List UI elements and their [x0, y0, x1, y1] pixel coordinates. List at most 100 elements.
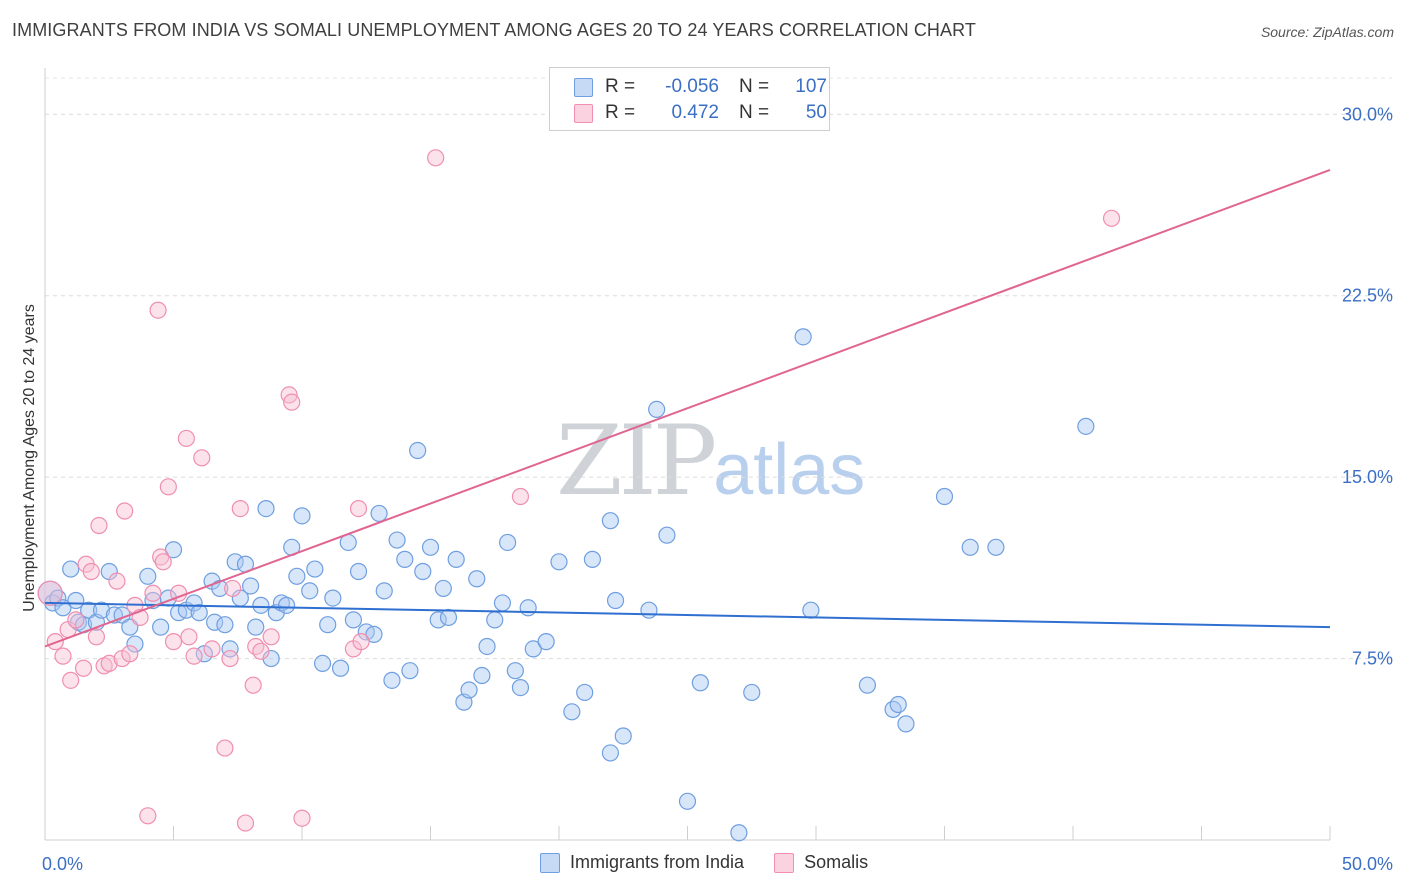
- point-india-77: [506, 662, 524, 680]
- point-india-27: [206, 613, 224, 631]
- point-india-60: [396, 550, 414, 568]
- point-somali-48: [511, 487, 530, 506]
- point-india-63: [414, 562, 432, 581]
- point-india-66: [434, 579, 452, 598]
- series-swatch-somali: [774, 852, 795, 873]
- point-somali-16: [121, 645, 139, 663]
- x-tick-label-0: 0.0%: [42, 854, 83, 874]
- series-legend: Immigrants from India Somalis: [540, 852, 898, 873]
- legend-n-label-2: N =: [739, 102, 770, 123]
- point-somali-2: [54, 647, 72, 665]
- point-india-84: [576, 683, 594, 702]
- series-legend-india[interactable]: Immigrants from India: [540, 852, 744, 873]
- point-india-94: [691, 674, 709, 692]
- point-india-97: [794, 328, 812, 346]
- y-tick-label-0: 7.5%: [1352, 649, 1393, 669]
- point-india-37: [257, 499, 275, 518]
- point-somali-31: [203, 640, 221, 658]
- point-somali-0: [37, 580, 63, 606]
- point-india-59: [388, 531, 406, 549]
- point-somali-12: [100, 654, 118, 673]
- x-tick-label-1: 50.0%: [1342, 854, 1393, 874]
- point-india-68: [447, 550, 465, 568]
- point-india-93: [678, 792, 697, 810]
- watermark-atlas: atlas: [713, 430, 866, 510]
- point-india-61: [401, 662, 419, 680]
- series-legend-somali[interactable]: Somalis: [774, 852, 868, 873]
- point-india-20: [164, 541, 183, 559]
- point-india-46: [306, 560, 324, 578]
- point-india-36: [252, 596, 270, 614]
- point-india-96: [743, 683, 761, 702]
- point-india-88: [606, 591, 625, 610]
- point-india-101: [889, 695, 907, 714]
- point-india-70: [460, 681, 478, 699]
- point-india-8: [80, 601, 98, 619]
- watermark: ZIPatlas: [556, 405, 865, 517]
- point-india-56: [370, 504, 388, 523]
- point-india-24: [190, 604, 208, 622]
- point-somali-24: [159, 478, 177, 496]
- point-india-92: [658, 526, 676, 544]
- point-india-65: [429, 611, 447, 629]
- point-india-90: [640, 601, 658, 619]
- point-india-75: [493, 594, 512, 612]
- legend-n-label: N =: [739, 76, 770, 97]
- legend-row-india: R = -0.056 N = 107: [574, 75, 827, 99]
- point-india-64: [421, 538, 440, 556]
- point-india-98: [802, 601, 820, 619]
- point-somali-35: [231, 499, 249, 518]
- point-somali-6: [74, 659, 93, 677]
- point-india-83: [563, 703, 581, 721]
- point-india-100: [884, 700, 902, 718]
- point-somali-19: [139, 807, 157, 825]
- point-somali-36: [236, 814, 255, 832]
- point-india-91: [648, 400, 666, 419]
- y-tick-label-1: 15.0%: [1342, 467, 1393, 487]
- point-india-86: [601, 512, 620, 530]
- source-label: Source: ZipAtlas.com: [1260, 24, 1394, 40]
- point-india-105: [987, 538, 1005, 556]
- legend-row-somali: R = 0.472 N = 50: [574, 101, 827, 125]
- point-india-49: [324, 589, 342, 607]
- point-india-4: [62, 560, 80, 578]
- point-india-45: [301, 582, 319, 600]
- legend-r-label: R =: [605, 76, 636, 97]
- point-india-57: [375, 582, 393, 600]
- point-somali-27: [177, 429, 195, 448]
- point-india-52: [344, 611, 362, 629]
- point-somali-49: [1102, 209, 1121, 227]
- point-india-48: [319, 616, 337, 634]
- point-india-62: [409, 441, 427, 460]
- point-somali-13: [108, 572, 126, 590]
- legend-n-value-somali: 50: [805, 102, 827, 123]
- point-india-18: [152, 618, 170, 636]
- point-somali-29: [185, 647, 203, 665]
- point-india-87: [601, 744, 620, 762]
- point-india-53: [349, 562, 368, 581]
- point-india-73: [478, 637, 496, 656]
- point-somali-33: [221, 649, 239, 668]
- trendline-somali: [44, 168, 1331, 648]
- point-somali-25: [164, 633, 183, 651]
- point-somali-8: [82, 562, 100, 581]
- point-india-10: [92, 601, 111, 619]
- point-india-74: [486, 611, 504, 629]
- point-somali-10: [90, 516, 108, 535]
- point-india-15: [126, 635, 144, 653]
- point-india-41: [277, 596, 296, 614]
- point-india-23: [185, 594, 203, 612]
- legend-r-label-2: R =: [605, 102, 636, 123]
- series-label-somali: Somalis: [804, 852, 869, 872]
- point-india-104: [961, 538, 979, 556]
- y-tick-label-2: 22.5%: [1342, 286, 1393, 306]
- point-india-102: [897, 715, 915, 733]
- point-somali-43: [293, 809, 311, 827]
- point-india-99: [858, 676, 877, 694]
- point-india-76: [499, 533, 517, 552]
- point-somali-9: [87, 628, 106, 646]
- point-somali-34: [224, 579, 242, 598]
- point-india-71: [468, 570, 486, 588]
- point-somali-38: [247, 637, 265, 656]
- point-india-58: [383, 671, 401, 689]
